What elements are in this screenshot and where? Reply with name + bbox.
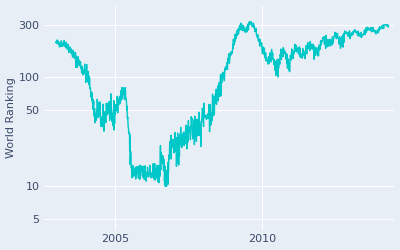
- Y-axis label: World Ranking: World Ranking: [6, 77, 16, 158]
